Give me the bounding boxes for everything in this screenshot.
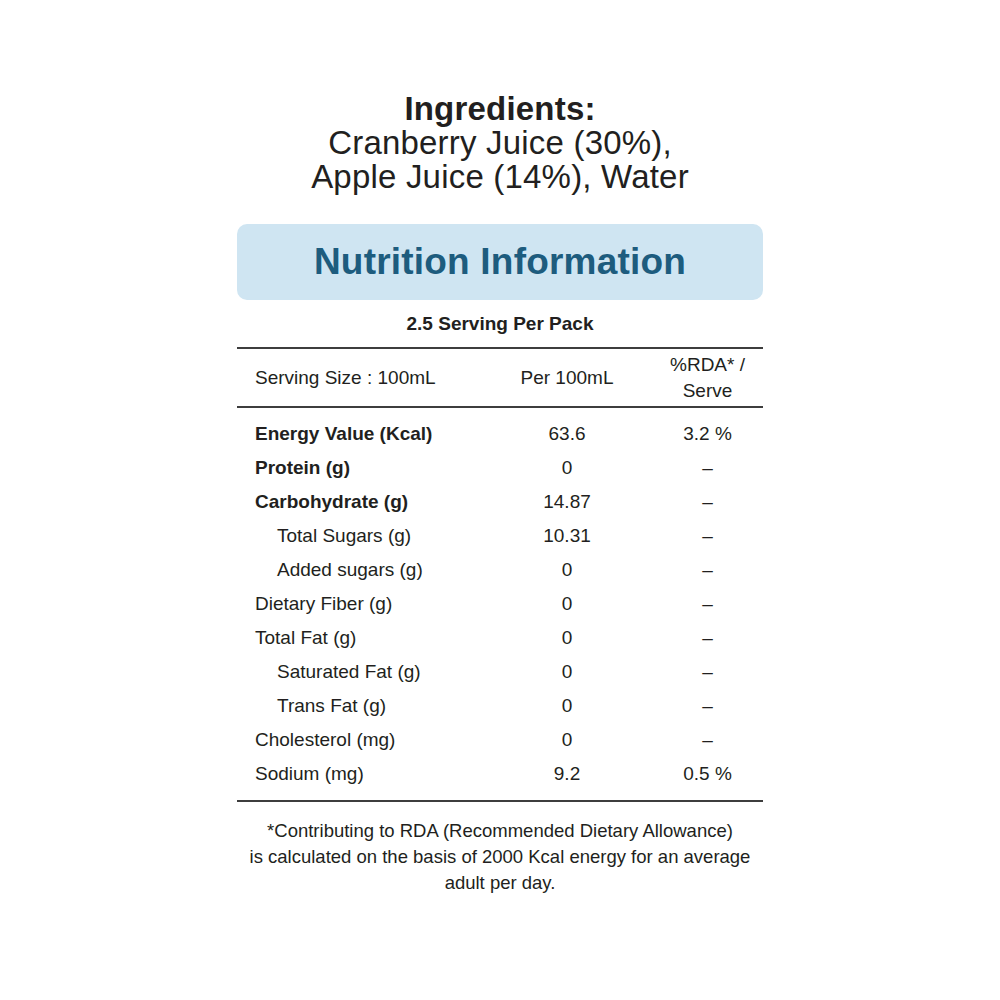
header-rda-line-2: Serve (652, 378, 763, 404)
table-row-added-sugars: Added sugars (g) 0 – (237, 553, 763, 587)
row-rda-value: – (652, 661, 763, 683)
serving-per-pack: 2.5 Serving Per Pack (237, 300, 763, 347)
ingredients-line-2: Apple Juice (14%), Water (0, 160, 1000, 194)
table-row-energy: Energy Value (Kcal) 63.6 3.2 % (237, 417, 763, 451)
nutrition-label: Nutrition Information 2.5 Serving Per Pa… (237, 224, 763, 802)
row-per100-value: 14.87 (482, 491, 652, 513)
header-rda-per-serve: %RDA* / Serve (652, 352, 763, 404)
row-label: Dietary Fiber (g) (237, 593, 482, 615)
row-label: Trans Fat (g) (237, 695, 482, 717)
row-rda-value: – (652, 729, 763, 751)
table-row-protein: Protein (g) 0 – (237, 451, 763, 485)
footnote-line-3: adult per day. (150, 870, 850, 896)
row-per100-value: 9.2 (482, 763, 652, 785)
table-row-total-sugars: Total Sugars (g) 10.31 – (237, 519, 763, 553)
header-serving-size: Serving Size : 100mL (237, 367, 482, 389)
row-rda-value: – (652, 593, 763, 615)
row-per100-value: 0 (482, 457, 652, 479)
footnote-line-2: is calculated on the basis of 2000 Kcal … (150, 844, 850, 870)
row-per100-value: 0 (482, 695, 652, 717)
row-rda-value: 3.2 % (652, 423, 763, 445)
row-rda-value: – (652, 457, 763, 479)
row-per100-value: 0 (482, 593, 652, 615)
row-label: Total Fat (g) (237, 627, 482, 649)
row-label: Added sugars (g) (237, 559, 482, 581)
row-rda-value: 0.5 % (652, 763, 763, 785)
table-row-sodium: Sodium (mg) 9.2 0.5 % (237, 757, 763, 791)
table-row-cholesterol: Cholesterol (mg) 0 – (237, 723, 763, 757)
nutrition-banner: Nutrition Information (237, 224, 763, 300)
row-label: Carbohydrate (g) (237, 491, 482, 513)
row-label: Sodium (mg) (237, 763, 482, 785)
nutrition-banner-title: Nutrition Information (314, 241, 686, 283)
row-per100-value: 63.6 (482, 423, 652, 445)
table-row-total-fat: Total Fat (g) 0 – (237, 621, 763, 655)
row-rda-value: – (652, 627, 763, 649)
header-per-100ml: Per 100mL (482, 367, 652, 389)
row-per100-value: 10.31 (482, 525, 652, 547)
row-per100-value: 0 (482, 627, 652, 649)
ingredients-title: Ingredients: (0, 92, 1000, 126)
row-label: Protein (g) (237, 457, 482, 479)
footnote-line-1: *Contributing to RDA (Recommended Dietar… (150, 818, 850, 844)
row-per100-value: 0 (482, 559, 652, 581)
table-row-trans-fat: Trans Fat (g) 0 – (237, 689, 763, 723)
table-row-carbohydrate: Carbohydrate (g) 14.87 – (237, 485, 763, 519)
ingredients-line-1: Cranberry Juice (30%), (0, 126, 1000, 160)
nutrition-table: Serving Size : 100mL Per 100mL %RDA* / S… (237, 347, 763, 802)
row-label: Total Sugars (g) (237, 525, 482, 547)
table-row-dietary-fiber: Dietary Fiber (g) 0 – (237, 587, 763, 621)
ingredients-section: Ingredients: Cranberry Juice (30%), Appl… (0, 92, 1000, 194)
table-header-row: Serving Size : 100mL Per 100mL %RDA* / S… (237, 347, 763, 408)
rda-footnote: *Contributing to RDA (Recommended Dietar… (150, 818, 850, 896)
row-per100-value: 0 (482, 661, 652, 683)
row-rda-value: – (652, 525, 763, 547)
row-label: Energy Value (Kcal) (237, 423, 482, 445)
row-per100-value: 0 (482, 729, 652, 751)
row-rda-value: – (652, 559, 763, 581)
table-row-saturated-fat: Saturated Fat (g) 0 – (237, 655, 763, 689)
table-body: Energy Value (Kcal) 63.6 3.2 % Protein (… (237, 408, 763, 802)
row-rda-value: – (652, 695, 763, 717)
row-label: Saturated Fat (g) (237, 661, 482, 683)
row-rda-value: – (652, 491, 763, 513)
row-label: Cholesterol (mg) (237, 729, 482, 751)
header-rda-line-1: %RDA* / (652, 352, 763, 378)
